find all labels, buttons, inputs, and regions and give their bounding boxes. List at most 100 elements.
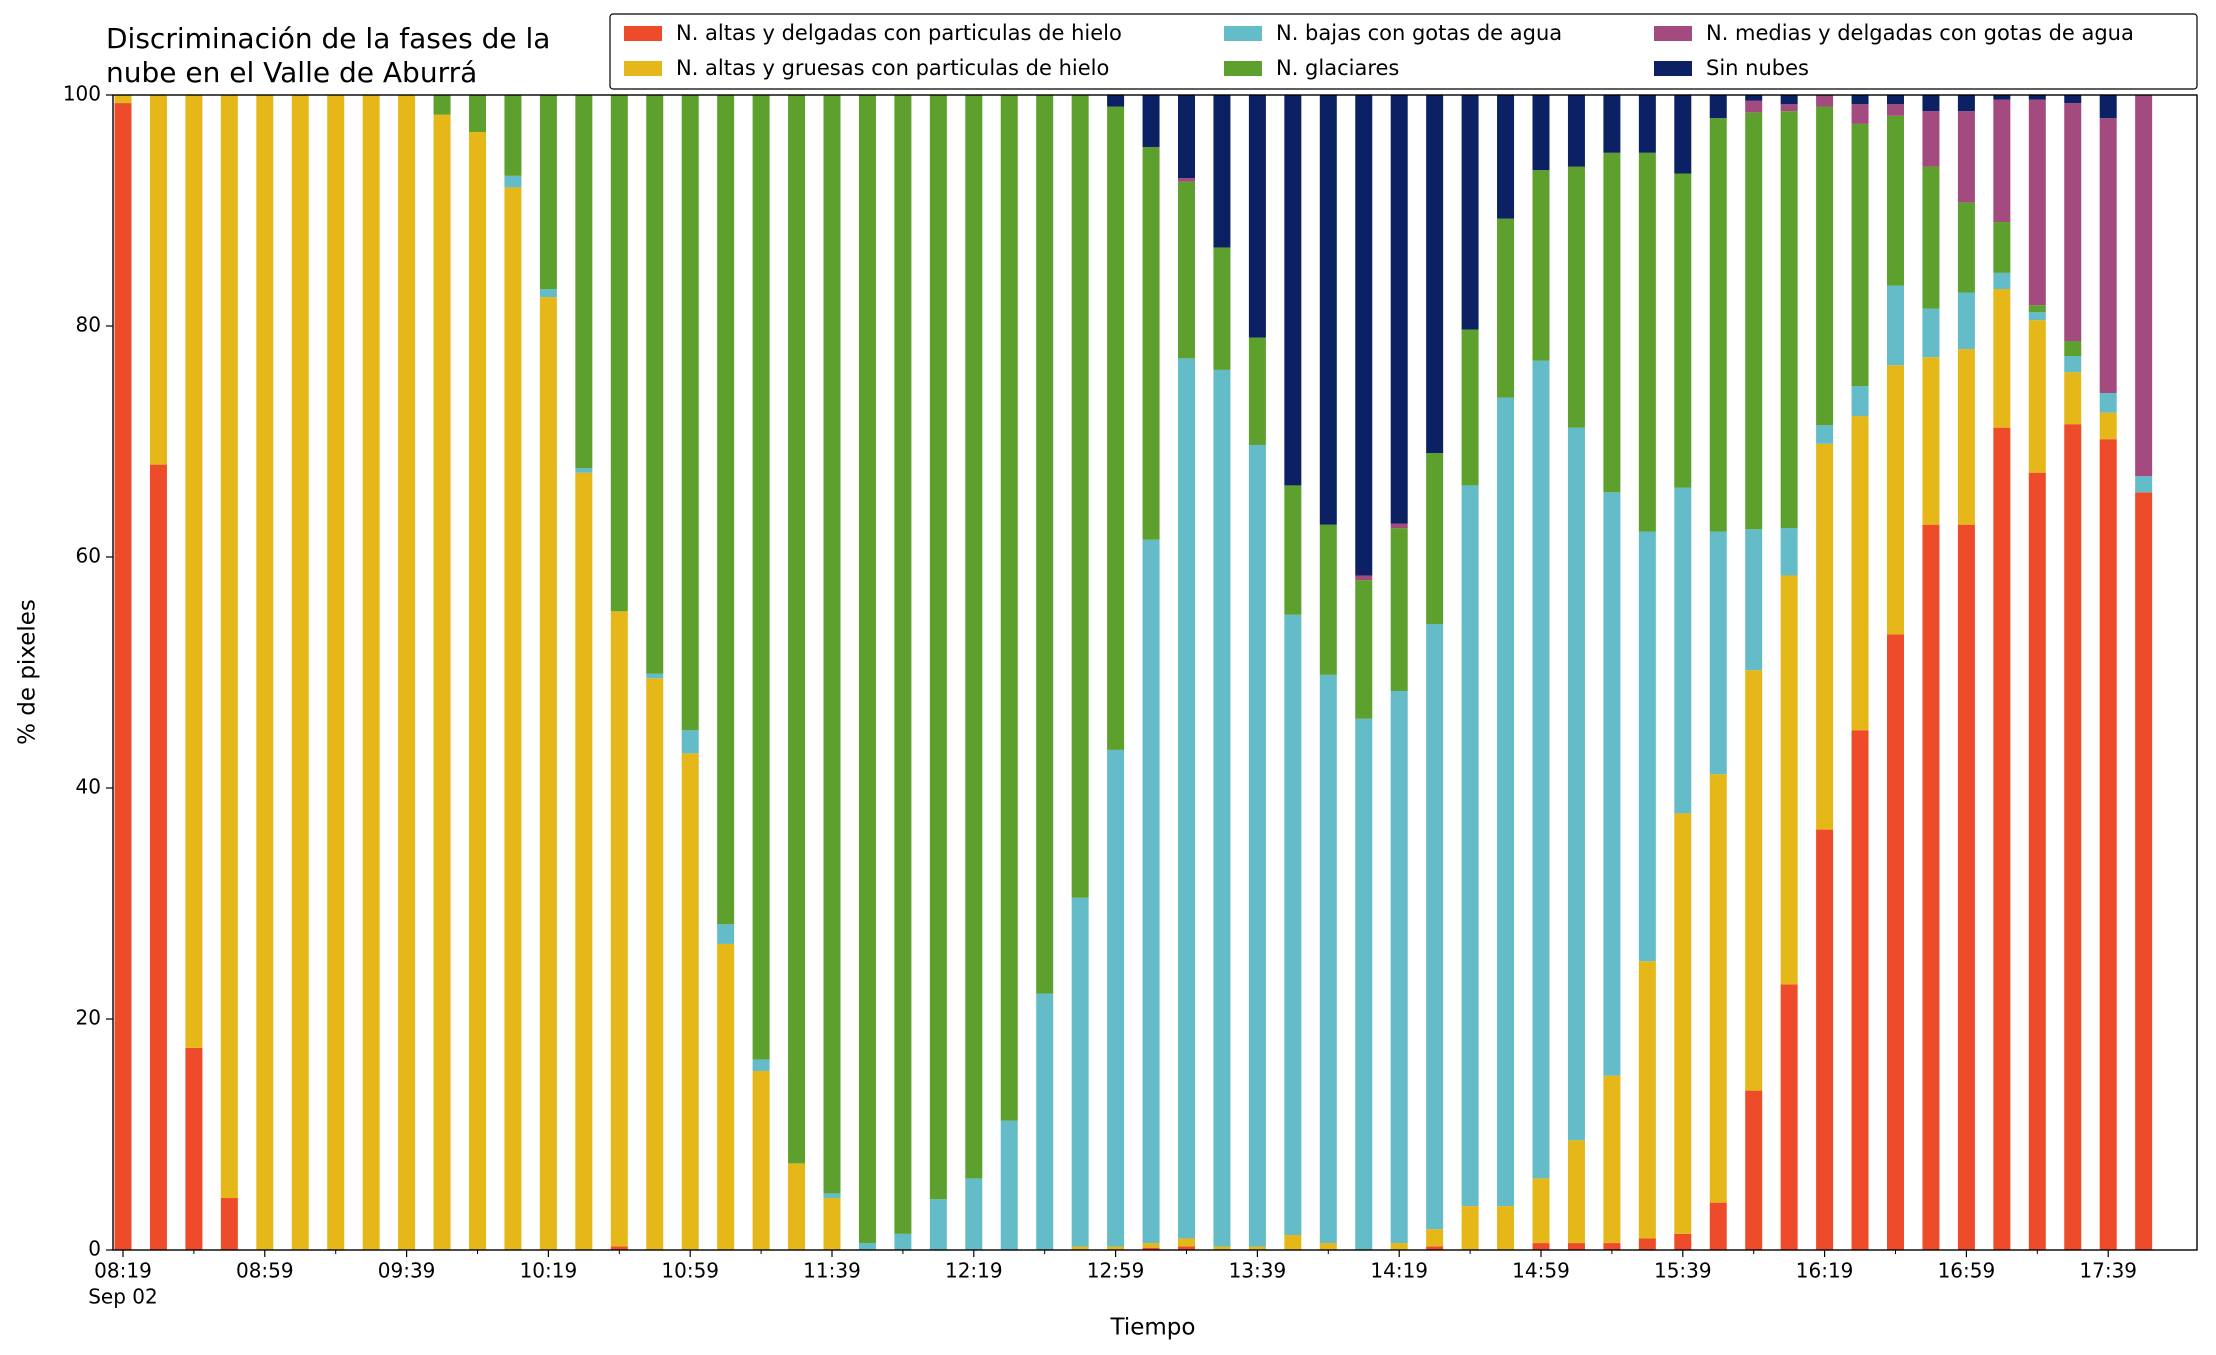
bar-segment <box>1816 106 1834 426</box>
bar-segment <box>1887 104 1904 116</box>
x-axis-label: Tiempo <box>1110 1315 1196 1341</box>
bar-segment <box>433 95 451 115</box>
y-tick-label: 0 <box>88 1237 101 1261</box>
bar-segment <box>1319 95 1337 525</box>
bar-segment <box>929 95 947 1200</box>
bar-segment <box>1426 453 1444 624</box>
bar-segment <box>1957 111 1975 203</box>
legend-swatch <box>624 26 662 41</box>
bar-segment <box>1142 1243 1160 1248</box>
x-tick-label: 12:59 <box>1087 1259 1145 1283</box>
bar-segment <box>1461 485 1479 1207</box>
bar-segment <box>1674 95 1692 174</box>
bar-segment <box>646 673 664 679</box>
bar-segment <box>469 131 486 1251</box>
bar-segment <box>1957 202 1975 293</box>
bar-segment <box>1603 492 1621 1076</box>
bar-segment <box>1178 1238 1195 1247</box>
bar-segment <box>1816 425 1834 444</box>
bar-segment <box>1851 95 1869 105</box>
bar-segment <box>1638 95 1656 153</box>
bar-segment <box>1178 181 1195 359</box>
bar-segment <box>1638 1238 1656 1250</box>
bar-segment <box>2028 305 2046 313</box>
bar-segment <box>1178 1246 1195 1250</box>
bar-segment <box>1745 100 1763 113</box>
bar-segment <box>504 187 522 1250</box>
bar-segment <box>1497 1206 1515 1250</box>
bar-segment <box>1567 95 1585 167</box>
bar-segment <box>2099 118 2117 393</box>
bar-segment <box>1142 146 1160 540</box>
bar-segment <box>1248 95 1266 338</box>
bar-segment <box>1355 580 1373 719</box>
bar-segment <box>1638 531 1656 962</box>
bar-segment <box>539 95 557 290</box>
bar-segment <box>220 95 238 1199</box>
bar-segment <box>1638 961 1656 1239</box>
bar-segment <box>1851 386 1869 417</box>
x-date-label: Sep 02 <box>88 1285 158 1309</box>
bar-segment <box>1461 1206 1479 1250</box>
legend-label: N. glaciares <box>1276 56 1399 80</box>
bar-segment <box>1567 1243 1585 1250</box>
bar-segment <box>1993 427 2011 1250</box>
bar-segment <box>1036 993 1054 1250</box>
bar-segment <box>1993 95 2011 100</box>
bar-segment <box>1957 95 1975 112</box>
bar-segment <box>823 1198 841 1250</box>
bar-segment <box>2064 95 2082 104</box>
bar-segment <box>1532 95 1550 171</box>
bar-segment <box>1674 1233 1692 1250</box>
bar-segment <box>504 175 522 188</box>
bar-segment <box>965 1178 983 1250</box>
bar-segment <box>1000 95 1018 1121</box>
legend-box <box>609 13 2198 90</box>
bar-segment <box>1887 115 1904 286</box>
bar-segment <box>1780 575 1798 985</box>
bar-segment <box>1142 1247 1160 1250</box>
bar-segment <box>1178 95 1195 179</box>
bar-segment <box>1390 528 1408 691</box>
bar-segment <box>1709 118 1727 532</box>
bar-segment <box>1957 349 1975 525</box>
bar-segment <box>1071 897 1089 1247</box>
bar-segment <box>1922 524 1940 1250</box>
x-tick-label: 08:19 <box>94 1259 152 1283</box>
legend-label: N. altas y delgadas con particulas de hi… <box>676 21 1122 45</box>
bar-segment <box>717 924 735 944</box>
bar-segment <box>681 753 699 1250</box>
bar-segment <box>575 468 593 473</box>
bar-segment <box>1816 95 1834 107</box>
bar-segment <box>2064 372 2082 425</box>
x-tick-label: 16:59 <box>1938 1259 1996 1283</box>
chart-title: Discriminación de la fases de la <box>106 22 550 55</box>
bar-segment <box>823 1193 841 1199</box>
bar-segment <box>1922 95 1940 112</box>
bar-segment <box>1319 524 1337 675</box>
bar-segment <box>1497 218 1515 398</box>
bar-segment <box>752 1059 770 1071</box>
bar-segment <box>1532 360 1550 1179</box>
bar-segment <box>1426 1246 1444 1250</box>
bar-segment <box>1780 95 1798 105</box>
bar-segment <box>1993 272 2011 290</box>
bar-segment <box>1745 1090 1763 1250</box>
bar-segment <box>1107 106 1125 750</box>
bar-segment <box>575 472 593 1250</box>
bar-segment <box>1426 95 1444 454</box>
y-tick-label: 60 <box>76 544 101 568</box>
bar-segment <box>1745 112 1763 530</box>
bar-segment <box>1000 1120 1018 1250</box>
bar-segment <box>2099 412 2117 440</box>
bar-segment <box>1355 575 1373 581</box>
bar-segment <box>1745 529 1763 671</box>
bar-segment <box>1887 285 1904 366</box>
bar-segment <box>220 1198 238 1250</box>
bar-segment <box>1248 337 1266 445</box>
bar-segment <box>2099 392 2117 413</box>
legend-label: N. altas y gruesas con particulas de hie… <box>676 56 1109 80</box>
legend-swatch <box>1224 61 1262 76</box>
bar-segment <box>2099 95 2117 119</box>
bar-segment <box>1319 1243 1337 1250</box>
